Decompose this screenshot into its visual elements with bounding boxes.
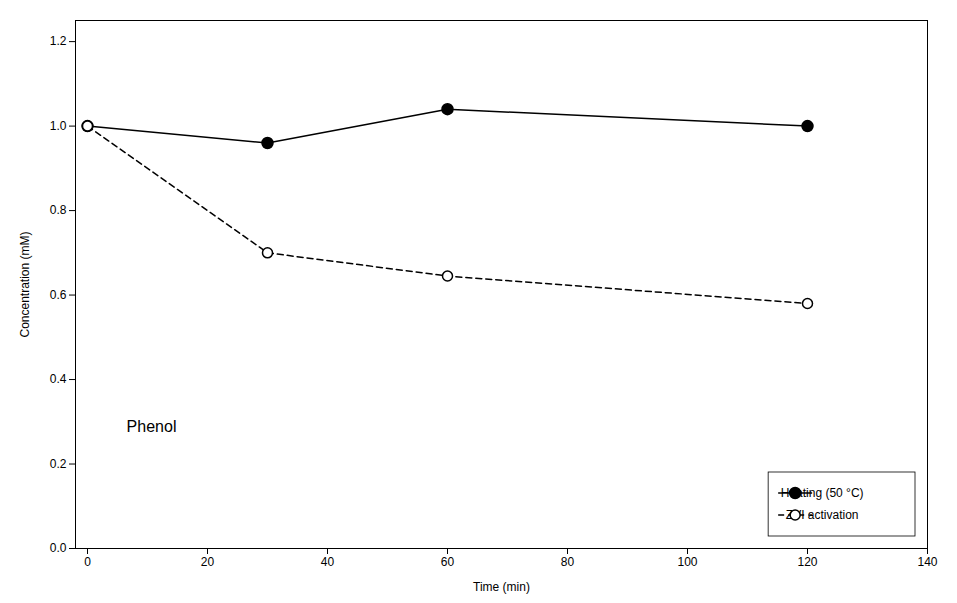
svg-text:0: 0 (84, 555, 91, 569)
svg-text:Heating (50 °C): Heating (50 °C) (781, 486, 864, 500)
svg-text:0.2: 0.2 (50, 457, 67, 471)
svg-text:ZVI activation: ZVI activation (786, 508, 859, 522)
svg-text:140: 140 (917, 555, 937, 569)
svg-text:20: 20 (201, 555, 215, 569)
svg-text:0.6: 0.6 (50, 288, 67, 302)
svg-text:Concentration (mM): Concentration (mM) (18, 231, 32, 337)
svg-text:0.0: 0.0 (50, 541, 67, 555)
svg-text:80: 80 (561, 555, 575, 569)
svg-text:Phenol: Phenol (127, 418, 177, 435)
svg-text:0.8: 0.8 (50, 203, 67, 217)
svg-text:40: 40 (321, 555, 335, 569)
svg-text:100: 100 (677, 555, 697, 569)
svg-text:1.0: 1.0 (50, 119, 67, 133)
svg-text:120: 120 (797, 555, 817, 569)
svg-text:0.4: 0.4 (50, 372, 67, 386)
svg-text:Time (min): Time (min) (473, 580, 530, 594)
svg-text:60: 60 (441, 555, 455, 569)
svg-text:1.2: 1.2 (50, 34, 67, 48)
